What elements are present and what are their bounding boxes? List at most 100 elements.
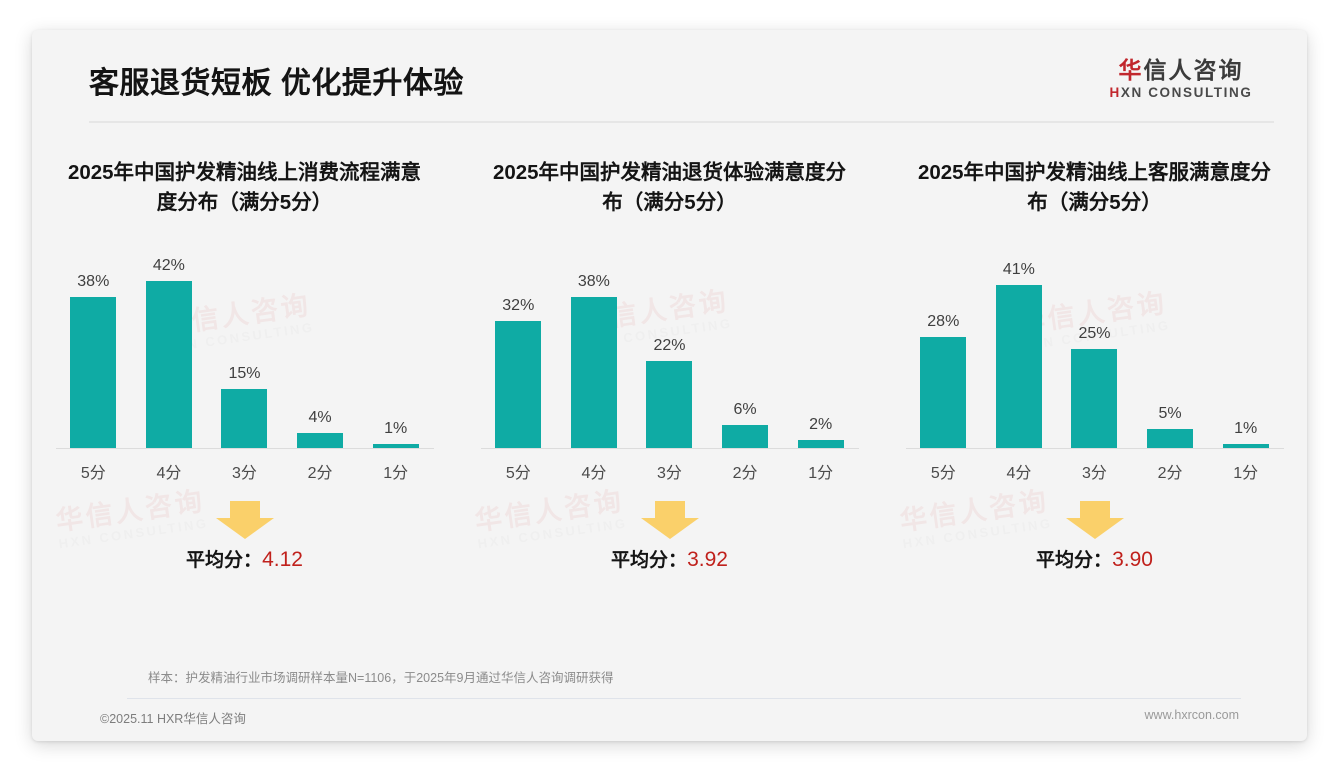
bar-slot: 41% [981, 239, 1057, 449]
down-arrow-icon [640, 501, 699, 540]
bar-slot: 2% [783, 239, 859, 449]
average-label: 平均分： [1036, 550, 1113, 572]
average-score-2: 平均分：3.92 [475, 545, 865, 572]
company-logo: 华信人咨询 HXN CONSULTING [1091, 58, 1271, 100]
logo-cn-red-char: 华 [1118, 57, 1144, 83]
chart-panel-1: 2025年中国护发精油线上消费流程满意度分布（满分5分） 华信人咨询 HXN C… [32, 134, 457, 591]
category-labels-1: 5分 4分 3分 2分 1分 [56, 459, 434, 483]
category-label: 3分 [1082, 465, 1107, 483]
average-block-3: 华信人咨询 HXN CONSULTING 平均分：3.90 [898, 486, 1290, 591]
logo-en-red-char: H [1109, 85, 1121, 101]
down-arrow-icon [215, 501, 274, 540]
logo-chinese-text: 华信人咨询 [1091, 58, 1271, 82]
bar-value-label: 1% [1234, 420, 1258, 438]
bar [722, 424, 769, 449]
average-value: 3.90 [1112, 548, 1153, 572]
bar-value-label: 2% [809, 416, 833, 434]
arrow-shaft [1079, 501, 1110, 519]
bar [995, 285, 1042, 449]
footer-divider [127, 698, 1241, 699]
bar-slot: 25% [1057, 239, 1133, 449]
category-label: 1分 [1233, 465, 1259, 483]
category-labels-2: 5分 4分 3分 2分 1分 [481, 459, 859, 483]
bar-chart-3: 华信人咨询 HXN CONSULTING 28% 41% 25% [900, 239, 1290, 489]
chart-title-3: 2025年中国护发精油线上客服满意度分布（满分5分） [917, 161, 1272, 214]
bar-value-label: 25% [1078, 325, 1111, 342]
category-label: 3分 [232, 465, 257, 483]
category-label: 4分 [1006, 465, 1032, 483]
category-labels-3: 5分 4分 3分 2分 1分 [906, 459, 1284, 483]
category-label: 2分 [732, 465, 758, 483]
bar-value-label: 28% [927, 313, 960, 331]
bar [70, 297, 117, 449]
charts-row: 2025年中国护发精油线上消费流程满意度分布（满分5分） 华信人咨询 HXN C… [32, 134, 1307, 591]
bar [145, 281, 192, 449]
down-arrow-icon [1065, 501, 1124, 540]
chart-baseline-1 [55, 448, 434, 450]
bar-value-label: 32% [502, 297, 535, 315]
bar-slot: 4% [282, 239, 358, 449]
arrow-shaft [654, 501, 685, 519]
bar-slot: 6% [707, 239, 783, 449]
category-label: 2分 [1157, 465, 1183, 483]
slide-header: 客服退货短板 优化提升体验 华信人咨询 HXN CONSULTING [32, 30, 1307, 123]
bar-value-label: 6% [733, 400, 757, 418]
bar-value-label: 38% [77, 273, 110, 291]
chart-title-2: 2025年中国护发精油退货体验满意度分布（满分5分） [492, 161, 847, 214]
bar [495, 321, 542, 449]
category-label: 5分 [80, 465, 106, 483]
chart-baseline-3 [905, 448, 1284, 450]
bar [221, 388, 268, 449]
chart-baseline-2 [480, 448, 859, 450]
average-block-1: 华信人咨询 HXN CONSULTING 平均分：4.12 [50, 486, 440, 591]
bar-group-3: 28% 41% 25% 5% [906, 239, 1284, 449]
bar-slot: 22% [632, 239, 708, 449]
category-label: 1分 [808, 465, 834, 483]
website-url[interactable]: www.hxrcon.com [1144, 708, 1239, 722]
slide-footer: ©2025.11 HXR华信人咨询 www.hxrcon.com [32, 708, 1307, 730]
average-score-1: 平均分：4.12 [50, 545, 440, 572]
watermark-chinese: 华信人咨询 [897, 486, 1051, 537]
bar [1222, 444, 1269, 449]
category-label: 1分 [383, 465, 409, 483]
bar-value-label: 1% [384, 420, 408, 438]
logo-english-text: HXN CONSULTING [1091, 85, 1271, 100]
bar [1147, 428, 1194, 449]
bar-group-1: 38% 42% 15% 4% [56, 239, 434, 449]
category-label: 4分 [581, 465, 607, 483]
sample-footnote: 样本：护发精油行业市场调研样本量N=1106，于2025年9月通过华信人咨询调研… [148, 671, 614, 685]
average-label: 平均分： [186, 550, 263, 572]
logo-cn-rest: 信人咨询 [1143, 57, 1244, 83]
bar [372, 444, 419, 449]
category-label: 5分 [930, 465, 956, 483]
average-label: 平均分： [611, 550, 688, 572]
watermark-6: 华信人咨询 HXN CONSULTING [897, 486, 1053, 552]
bar-slot: 15% [207, 239, 283, 449]
chart-panel-3: 2025年中国护发精油线上客服满意度分布（满分5分） 华信人咨询 HXN CON… [882, 134, 1307, 591]
arrow-shaft [229, 501, 260, 519]
bar-value-label: 38% [577, 273, 610, 291]
bar [570, 297, 617, 449]
bar-value-label: 42% [152, 257, 185, 275]
category-label: 4分 [156, 465, 182, 483]
bar-value-label: 22% [653, 336, 686, 354]
bar [797, 440, 844, 449]
bar-slot: 1% [358, 239, 434, 449]
watermark-2: 华信人咨询 HXN CONSULTING [53, 486, 209, 552]
bar [646, 360, 693, 449]
copyright-text: ©2025.11 HXR华信人咨询 [100, 712, 246, 726]
page-title: 客服退货短板 优化提升体验 [89, 67, 464, 100]
bar-chart-2: 华信人咨询 HXN CONSULTING 32% 38% 22% [475, 239, 865, 489]
average-block-2: 华信人咨询 HXN CONSULTING 平均分：3.92 [473, 486, 865, 591]
arrow-head [215, 518, 274, 540]
bar [920, 337, 967, 449]
bar-slot: 42% [131, 239, 207, 449]
average-score-3: 平均分：3.90 [900, 545, 1290, 572]
bar-slot: 1% [1208, 239, 1284, 449]
watermark-chinese: 华信人咨询 [472, 486, 626, 537]
bar-value-label: 5% [1158, 404, 1182, 422]
category-label: 5分 [505, 465, 531, 483]
bar-slot: 38% [56, 239, 132, 449]
bar-value-label: 41% [1002, 261, 1035, 279]
chart-panel-2: 2025年中国护发精油退货体验满意度分布（满分5分） 华信人咨询 HXN CON… [457, 134, 882, 591]
